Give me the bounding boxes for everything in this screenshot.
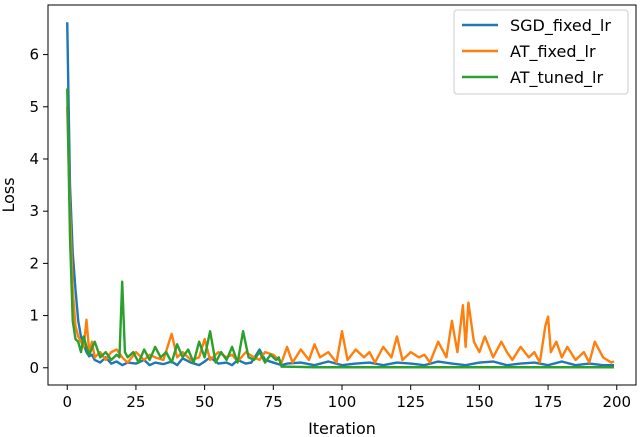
legend-label: SGD_fixed_lr <box>510 16 611 36</box>
y-axis-label: Loss <box>0 177 18 212</box>
series-line-AT_tuned_lr <box>66 88 615 369</box>
x-tick-label: 200 <box>602 393 631 411</box>
x-tick-label: 0 <box>62 393 72 411</box>
x-tick-label: 175 <box>534 393 563 411</box>
x-tick-label: 50 <box>195 393 214 411</box>
x-axis-label: Iteration <box>308 419 376 437</box>
y-tick-label: 6 <box>29 46 39 64</box>
x-tick-label: 100 <box>328 393 357 411</box>
x-tick-label: 75 <box>264 393 283 411</box>
x-axis-ticks: 0 25 50 75 100 125 150 175 200 <box>62 385 631 411</box>
legend: SGD_fixed_lr AT_fixed_lr AT_tuned_lr <box>453 9 629 95</box>
x-tick-label: 125 <box>396 393 425 411</box>
x-tick-label: 25 <box>126 393 145 411</box>
series-layer <box>66 22 615 369</box>
legend-box <box>453 9 629 95</box>
y-tick-label: 0 <box>29 359 39 377</box>
legend-label: AT_tuned_lr <box>510 68 603 88</box>
y-tick-label: 5 <box>29 98 39 116</box>
legend-label: AT_fixed_lr <box>510 42 596 62</box>
y-tick-label: 3 <box>29 202 39 220</box>
series-line-SGD_fixed_lr <box>66 22 615 367</box>
y-tick-label: 1 <box>29 307 39 325</box>
x-tick-label: 150 <box>465 393 494 411</box>
series-line-AT_fixed_lr <box>66 106 615 364</box>
y-tick-label: 4 <box>29 150 39 168</box>
y-axis-ticks: 0 1 2 3 4 5 6 <box>29 46 48 377</box>
y-tick-label: 2 <box>29 254 39 272</box>
